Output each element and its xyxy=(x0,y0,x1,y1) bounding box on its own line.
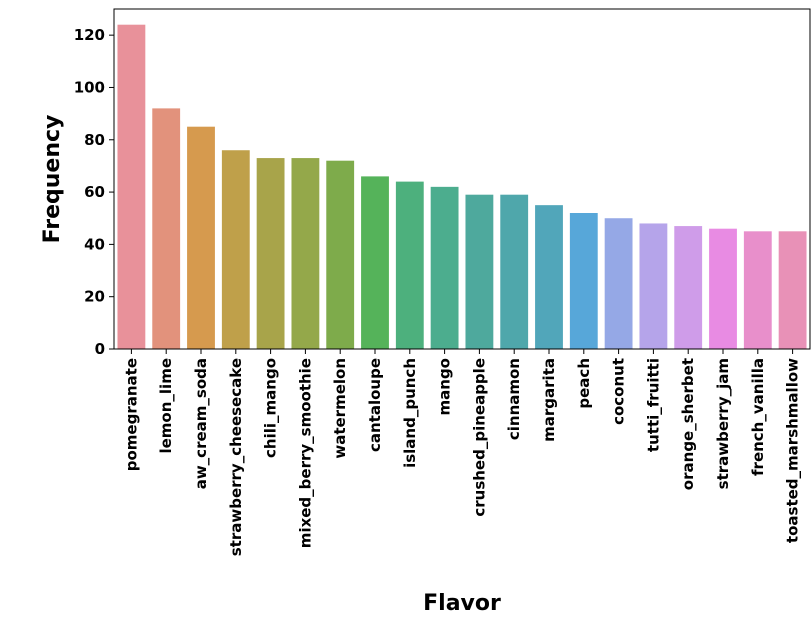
bar-tutti-fruitti xyxy=(639,223,668,349)
x-tick-label: mango xyxy=(436,358,454,415)
bar-watermelon xyxy=(326,160,355,349)
y-tick-label: 100 xyxy=(74,78,105,96)
x-tick-label: mixed_berry_smoothie xyxy=(296,358,314,548)
bar-cinnamon xyxy=(500,194,529,349)
bar-peach xyxy=(569,213,598,349)
bar-mango xyxy=(430,186,459,349)
x-tick-label: tutti_fruitti xyxy=(644,358,662,452)
y-tick-label: 40 xyxy=(84,235,105,253)
bar-coconut xyxy=(604,218,633,349)
x-tick-label: toasted_marshmallow xyxy=(784,358,802,543)
x-tick-label: strawberry_cheesecake xyxy=(227,358,245,556)
bar-crushed-pineapple xyxy=(465,194,494,349)
x-tick-label: crushed_pineapple xyxy=(470,358,488,517)
x-tick-label: chili_mango xyxy=(262,358,280,458)
bar-orange-sherbet xyxy=(674,226,703,349)
bar-margarita xyxy=(535,205,563,349)
bar-mixed-berry-smoothie xyxy=(291,158,320,349)
y-tick-label: 0 xyxy=(95,340,105,358)
y-axis: 0 20 40 60 80 100 120 xyxy=(74,26,114,358)
x-tick-label: cantaloupe xyxy=(366,358,384,452)
bar-strawberry-jam xyxy=(709,228,737,349)
x-tick-label: cinnamon xyxy=(505,358,523,440)
x-tick-label: pomegranate xyxy=(122,358,140,471)
bar-cantaloupe xyxy=(361,176,389,349)
y-tick-label: 60 xyxy=(84,183,105,201)
y-tick-label: 120 xyxy=(74,26,105,44)
x-tick-label: island_punch xyxy=(401,358,419,468)
x-tick-label: margarita xyxy=(540,358,558,442)
bar-toasted-marshmallow xyxy=(778,231,807,349)
bar-chili-mango xyxy=(256,158,285,349)
bar-french-vanilla xyxy=(743,231,772,349)
x-tick-label: coconut xyxy=(610,358,628,425)
x-tick-label: orange_sherbet xyxy=(679,358,697,490)
bar-lemon-lime xyxy=(152,108,181,349)
bar-pomegranate xyxy=(117,24,146,349)
plot-frame xyxy=(113,8,811,350)
x-tick-label: watermelon xyxy=(331,358,349,459)
bar-aw-cream-soda xyxy=(187,126,215,349)
bars-group xyxy=(117,24,807,349)
x-tick-label: lemon_lime xyxy=(157,358,175,454)
bar-island-punch xyxy=(395,181,424,349)
x-tick-label: strawberry_jam xyxy=(714,358,732,489)
x-tick-label: peach xyxy=(575,358,593,409)
x-axis: pomegranate lemon_lime aw_cream_soda strawb… xyxy=(122,349,802,556)
bar-strawberry-cheesecake xyxy=(221,150,250,349)
y-tick-label: 80 xyxy=(84,131,105,149)
x-axis-title: Flavor xyxy=(423,591,501,616)
x-tick-label: french_vanilla xyxy=(749,358,767,476)
x-tick-label: aw_cream_soda xyxy=(192,358,210,489)
y-tick-label: 20 xyxy=(84,288,105,306)
y-axis-title: Frequency xyxy=(40,115,65,244)
